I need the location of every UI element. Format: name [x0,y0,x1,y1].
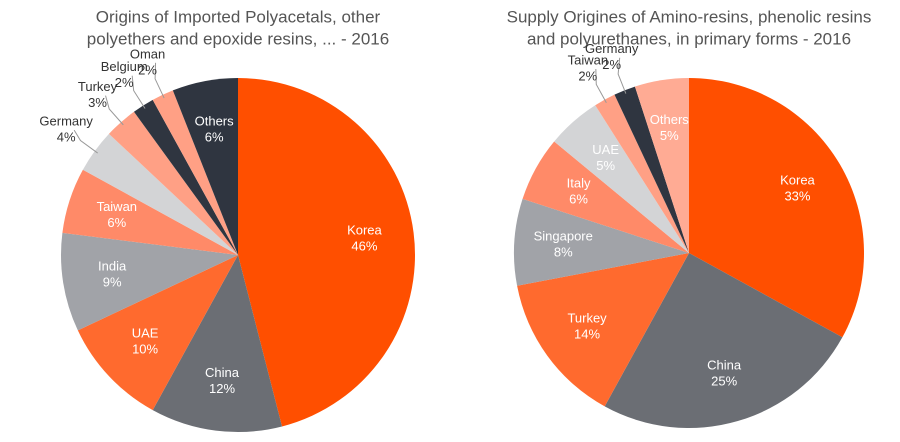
pie-slice [82,133,239,255]
slice-value-label: 2% [602,57,621,72]
leader-line [131,75,146,109]
leader-line [73,129,98,154]
pie-slice [634,78,689,253]
slice-value-label: 33% [784,188,810,203]
pie-slice [172,78,238,255]
pie-slice [62,169,239,255]
slice-label: Korea [780,172,815,187]
leader-line [617,57,627,94]
chart-title: and polyurethanes, in primary forms - 20… [527,29,851,48]
slice-label: Italy [567,176,591,191]
slice-label: Others [195,113,235,128]
pie-slice [152,255,283,433]
chart-title: Supply Origines of Amino-resins, phenoli… [507,7,872,26]
slice-label: Taiwan [568,52,608,67]
pie-slice [522,141,689,253]
slice-value-label: 46% [351,238,377,253]
slice-value-label: 12% [209,381,235,396]
slice-value-label: 14% [574,326,600,341]
slice-value-label: 3% [88,95,107,110]
slice-value-label: 6% [205,129,224,144]
pie-slice [238,78,415,427]
slice-label: Taiwan [97,199,137,214]
leader-line [595,68,607,103]
leader-line [154,62,165,99]
pie-slice [152,90,238,255]
slice-value-label: 5% [660,128,679,143]
slice-value-label: 9% [103,274,122,289]
slice-label: Others [650,112,690,127]
slice-value-label: 25% [711,373,737,388]
slice-value-label: 2% [578,68,597,83]
pie-slice [614,86,689,253]
pie-slice [689,78,865,338]
slice-label: Korea [347,222,382,237]
slice-label: Turkey [567,310,607,325]
pie-slice [517,253,689,407]
slice-label: Turkey [78,79,118,94]
slice-value-label: 2% [115,75,134,90]
slice-label: India [98,258,127,273]
slice-label: Singapore [534,229,593,244]
slice-value-label: 10% [132,342,158,357]
pie-slice [133,99,238,256]
pie-slice [77,255,238,411]
slice-value-label: 8% [554,245,573,260]
slice-value-label: 2% [138,62,157,77]
slice-label: Germany [39,114,93,129]
slice-label: Germany [585,41,639,56]
pie-slice [514,198,689,286]
pie-slice [60,232,238,331]
slice-label: China [707,357,742,372]
pie-slice [595,94,689,253]
slice-label: UAE [132,326,159,341]
slice-label: UAE [592,142,619,157]
slice-value-label: 5% [596,158,615,173]
pie-slice [604,253,843,428]
pie-slice [554,105,689,253]
chart-title: polyethers and epoxide resins, ... - 201… [87,29,389,48]
slice-label: Belgium [101,59,148,74]
pie-slice [108,111,238,256]
slice-label: China [205,365,240,380]
slice-value-label: 6% [569,192,588,207]
chart-title: Origins of Imported Polyacetals, other [96,7,381,26]
leader-line [105,95,124,126]
slice-value-label: 4% [57,130,76,145]
slice-label: Oman [130,46,165,61]
slice-value-label: 6% [107,215,126,230]
